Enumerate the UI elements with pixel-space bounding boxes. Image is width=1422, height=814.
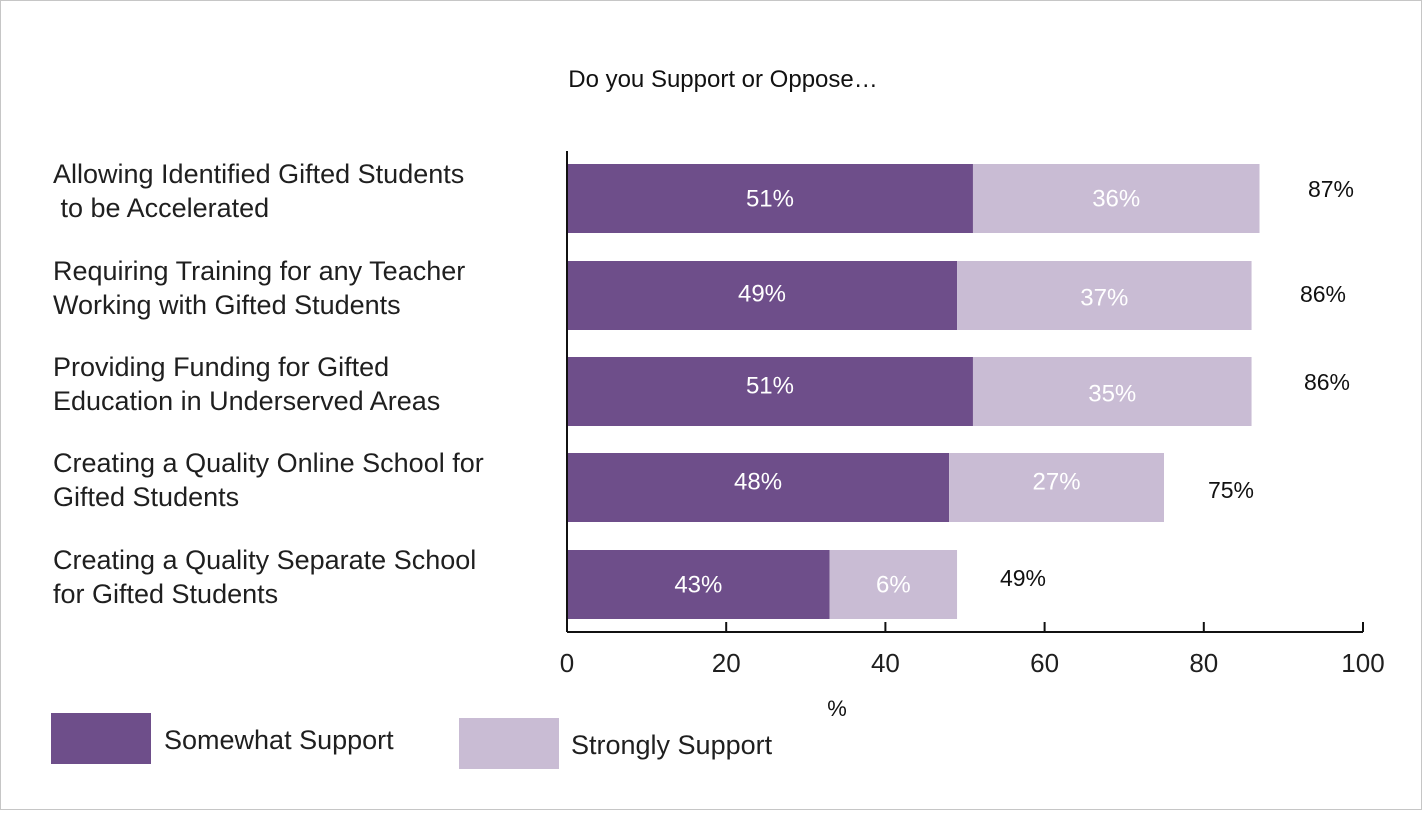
category-label: Allowing Identified Gifted Students to b… (53, 159, 464, 223)
category-label: Providing Funding for Gifted Education in… (53, 352, 440, 416)
bar-segment (972, 357, 1252, 426)
category-label: Creating a Quality Separate School for Gi… (53, 545, 476, 609)
category-label-line: Creating a Quality Separate School (53, 545, 476, 575)
bar-segment (957, 261, 1252, 330)
total-label: 86% (1300, 281, 1346, 307)
x-tick-label: 40 (871, 648, 900, 678)
chart-title: Do you Support or Oppose… (568, 66, 878, 93)
bar-segment (567, 357, 973, 426)
total-labels: 87% 86% 86% 75% 49% (1000, 176, 1354, 591)
segment-value-label: 36% (1092, 186, 1140, 213)
x-tick-label: 60 (1030, 648, 1059, 678)
x-axis-label: % (827, 696, 847, 721)
total-label: 75% (1208, 477, 1254, 503)
bar-segment (567, 550, 830, 619)
category-label-line: Allowing Identified Gifted Students (53, 159, 464, 189)
segment-value-label: 6% (876, 572, 911, 599)
segment-value-label: 27% (1033, 469, 1081, 496)
category-label-line: Providing Funding for Gifted (53, 352, 389, 382)
segment-value-label: 51% (746, 373, 794, 400)
category-label: Requiring Training for any Teacher Workin… (53, 256, 465, 320)
category-labels: Allowing Identified Gifted Students to b… (53, 159, 484, 609)
total-label: 87% (1308, 176, 1354, 202)
x-tick-label: 0 (560, 648, 574, 678)
bar-segment (567, 261, 958, 330)
bar-segment (949, 453, 1164, 522)
category-label-line: Gifted Students (53, 482, 239, 512)
x-tick-label: 20 (712, 648, 741, 678)
category-label-line: Working with Gifted Students (53, 290, 401, 320)
segment-value-label: 43% (674, 572, 722, 599)
legend-label: Somewhat Support (164, 725, 394, 755)
category-label: Creating a Quality Online School for Gift… (53, 448, 484, 512)
axes: 0 20 40 60 80 100 (560, 151, 1385, 678)
total-label: 86% (1304, 369, 1350, 395)
category-label-line: Education in Underserved Areas (53, 386, 440, 416)
category-label-line: to be Accelerated (53, 193, 269, 223)
segment-value-label: 51% (746, 186, 794, 213)
bar-segment (972, 164, 1260, 233)
bar-segment (567, 453, 950, 522)
bars (567, 164, 1260, 619)
legend: Somewhat Support Strongly Support (51, 713, 773, 769)
legend-swatch (459, 718, 559, 769)
legend-label: Strongly Support (571, 730, 773, 760)
segment-labels: 51% 36% 49% 37% 51% 35% 48% 27% 43% 6% (674, 186, 1140, 599)
total-label: 49% (1000, 565, 1046, 591)
segment-value-label: 37% (1080, 285, 1128, 312)
legend-swatch (51, 713, 151, 764)
segment-value-label: 48% (734, 469, 782, 496)
category-label-line: for Gifted Students (53, 579, 278, 609)
x-tick-label: 100 (1341, 648, 1384, 678)
category-label-line: Creating a Quality Online School for (53, 448, 484, 478)
x-tick-label: 80 (1189, 648, 1218, 678)
category-label-line: Requiring Training for any Teacher (53, 256, 465, 286)
bar-segment (567, 164, 973, 233)
segment-value-label: 35% (1088, 381, 1136, 408)
segment-value-label: 49% (738, 281, 786, 308)
bar-segment (829, 550, 958, 619)
